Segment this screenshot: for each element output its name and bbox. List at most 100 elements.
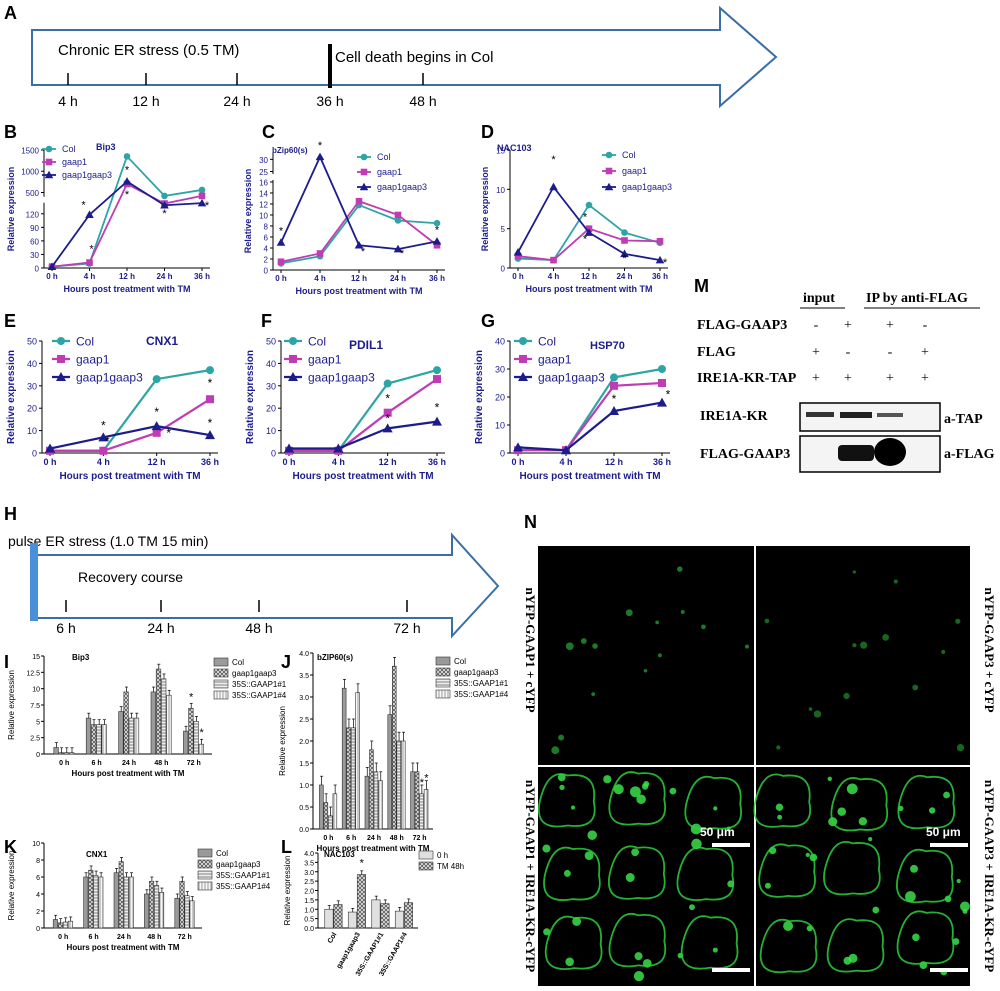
data-point	[383, 379, 392, 388]
fluorescence-dot	[592, 643, 598, 649]
data-point	[57, 355, 65, 363]
fluorescence-dot	[852, 570, 856, 574]
n-label-3: nYFP-GAAP1 + IRE1A-KR-cYFP	[523, 780, 538, 972]
y-tick-label: 6	[264, 233, 269, 242]
x-axis-label: Hours post treatment with TM	[63, 284, 190, 294]
data-point	[288, 372, 298, 381]
bar-gaap1gaap3	[118, 861, 124, 929]
cell-outline	[896, 848, 954, 904]
bar-Col	[364, 775, 370, 830]
bar-Col	[118, 711, 124, 755]
legend-label: Col	[76, 334, 94, 348]
legend-label: Col	[454, 657, 466, 666]
legend-swatch	[213, 690, 229, 700]
fluorescence-dot	[956, 743, 965, 752]
bar-35S::GAAP1#4	[69, 752, 75, 755]
bar-35S::GAAP1#1	[419, 793, 424, 830]
legend-label: TM 48h	[437, 862, 464, 871]
cell-outline	[830, 777, 889, 832]
bar-35S::GAAP1#1	[328, 815, 333, 830]
gene-title: bZip60(s)	[272, 146, 308, 155]
fluorescence-dot	[643, 668, 648, 673]
data-point	[383, 408, 392, 417]
blot-sign: +	[844, 318, 852, 333]
data-point	[47, 262, 57, 270]
y-tick-label: 0.0	[299, 827, 309, 834]
fluorescence-dot	[572, 917, 582, 926]
y-tick-label: 8	[36, 858, 40, 865]
panel-a-letter: A	[4, 3, 17, 23]
data-point	[284, 443, 294, 453]
data-point	[206, 366, 214, 375]
y-tick-label: 8	[264, 222, 269, 231]
series-line-gaap1	[50, 398, 211, 452]
data-point	[86, 259, 93, 266]
cell-outline	[676, 846, 735, 901]
significance-asterisk: *	[420, 777, 425, 789]
fluorescence-dot	[565, 957, 574, 967]
y-tick-label: 0.5	[299, 805, 309, 812]
recovery-tick-label: 24 h	[147, 620, 174, 636]
significance-asterisk: *	[105, 434, 110, 448]
x-tick-label: 0 h	[323, 835, 333, 842]
data-point	[605, 151, 613, 159]
significance-asterisk: *	[318, 140, 323, 152]
recovery-tick-label: 48 h	[245, 620, 272, 636]
legend-label: Col	[308, 334, 326, 348]
data-point	[393, 244, 403, 253]
bar-35S::GAAP1#4	[423, 789, 429, 830]
bar-gaap1gaap3	[188, 707, 194, 755]
band	[840, 412, 872, 418]
legend-label: Col	[216, 849, 228, 858]
legend-label: gaap1gaap3	[538, 370, 605, 384]
gene-title: CNX1	[86, 850, 108, 859]
bar-35S::GAAP1#4	[98, 876, 104, 929]
fluorescence-dot	[551, 746, 560, 755]
pulse-marker	[30, 543, 38, 621]
y-tick-label: 5	[36, 719, 40, 726]
blot-label-flag: FLAG-GAAP3	[700, 447, 790, 462]
legend-label: gaap1gaap3	[216, 860, 261, 869]
x-tick-label: 72 h	[187, 760, 201, 767]
y-tick-label: 50	[266, 337, 276, 347]
y-axis-label: Relative expression	[6, 350, 17, 444]
fluorescence-dot	[872, 906, 880, 914]
fluorescence-dot	[960, 901, 970, 912]
data-point	[360, 153, 368, 161]
fluorescence-dot	[680, 610, 685, 614]
legend-label: gaap1gaap3	[308, 370, 375, 384]
recovery-tick-label: 6 h	[56, 620, 75, 636]
scale-bar-label-2: 50 μm	[926, 825, 961, 839]
legend-swatch	[435, 656, 451, 666]
blot-sign: +	[886, 318, 894, 333]
x-tick-label: 48 h	[154, 760, 168, 767]
y-axis-label: Relative expression	[278, 706, 287, 776]
x-tick-label: 12 h	[351, 274, 367, 283]
x-tick-label: 4 h	[314, 274, 326, 283]
data-point	[161, 192, 168, 200]
cell-outline	[544, 915, 603, 970]
blot-row-label: FLAG-GAAP3	[697, 318, 787, 333]
x-tick-label: 4 h	[559, 457, 572, 467]
blot-sign: -	[814, 318, 819, 333]
y-tick-label: 0.0	[304, 926, 314, 933]
y-tick-label: 2.5	[299, 717, 309, 724]
data-point	[98, 432, 109, 442]
legend-swatch	[418, 861, 434, 871]
fluorescence-dot	[827, 776, 832, 781]
legend-swatch	[213, 668, 229, 678]
chart-k: K 0 2 4 6 8 10 0 h 6 h 24 h 48 h 72 h Hours post tre…	[4, 837, 271, 952]
series-line-gaap1gaap3	[517, 185, 661, 262]
y-tick-label: 6	[36, 875, 40, 882]
x-tick-label: 0 h	[275, 274, 287, 283]
chart-j: J 0.0 0.5 1.0 1.5 2.0 2.5 3.0 3.5 4.0 0 h 6 h 24 h 48…	[278, 651, 509, 853]
data-point	[99, 446, 108, 455]
y-tick-label: 30	[30, 251, 39, 260]
chart-b: B 0 30 60 90 120 500 1000 1500 0 h 4 h 12 h 24 h 36 h…	[4, 122, 210, 294]
fluorescence-dot	[691, 838, 702, 850]
cell-outline	[823, 841, 881, 896]
y-tick-label: 2	[264, 255, 269, 264]
legend-swatch	[213, 679, 229, 689]
data-point	[44, 170, 54, 179]
